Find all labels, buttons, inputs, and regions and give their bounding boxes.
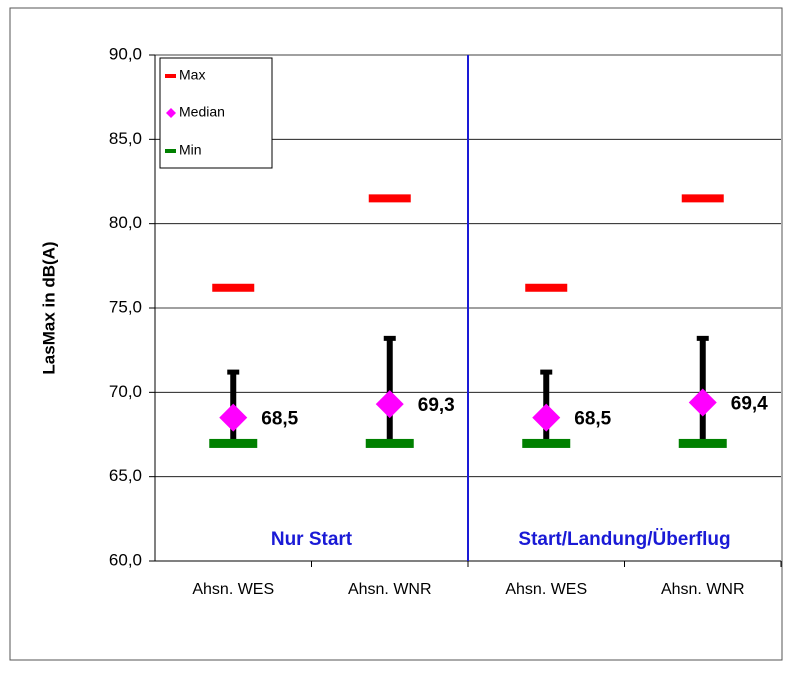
legend-box — [159, 57, 273, 169]
data-label: 68,5 — [574, 409, 611, 430]
legend-swatch — [166, 108, 176, 118]
legend-label: Median — [179, 104, 225, 120]
legend-label: Max — [179, 67, 205, 83]
median-marker — [219, 403, 248, 432]
x-tick-label: Ahsn. WES — [192, 581, 274, 598]
x-tick-label: Ahsn. WNR — [661, 581, 745, 598]
legend-swatch — [165, 149, 176, 153]
legend-label: Min — [179, 142, 202, 158]
max-marker — [681, 194, 724, 203]
y-axis-label: LasMax in dB(A) — [39, 241, 58, 374]
data-label: 68,5 — [261, 409, 298, 430]
y-tick-label: 60,0 — [109, 550, 142, 569]
max-marker — [368, 194, 411, 203]
min-marker — [678, 438, 727, 448]
y-tick-label: 70,0 — [109, 382, 142, 401]
min-marker — [209, 438, 258, 448]
min-marker — [365, 438, 414, 448]
group-label: Start/Landung/Überflug — [518, 529, 730, 550]
y-tick-label: 65,0 — [109, 466, 142, 485]
median-marker — [688, 388, 717, 417]
median-marker — [375, 390, 404, 419]
group-label: Nur Start — [271, 529, 353, 550]
min-marker — [522, 438, 571, 448]
x-tick-label: Ahsn. WES — [505, 581, 587, 598]
max-marker — [212, 283, 255, 292]
max-marker — [525, 283, 568, 292]
y-tick-label: 85,0 — [109, 129, 142, 148]
y-tick-label: 80,0 — [109, 213, 142, 232]
data-label: 69,3 — [418, 395, 455, 416]
y-tick-label: 75,0 — [109, 297, 142, 316]
data-label: 69,4 — [731, 393, 768, 414]
median-marker — [532, 403, 561, 432]
frame — [9, 7, 783, 661]
y-tick-label: 90,0 — [109, 44, 142, 63]
legend-swatch — [165, 74, 176, 78]
x-tick-label: Ahsn. WNR — [348, 581, 432, 598]
